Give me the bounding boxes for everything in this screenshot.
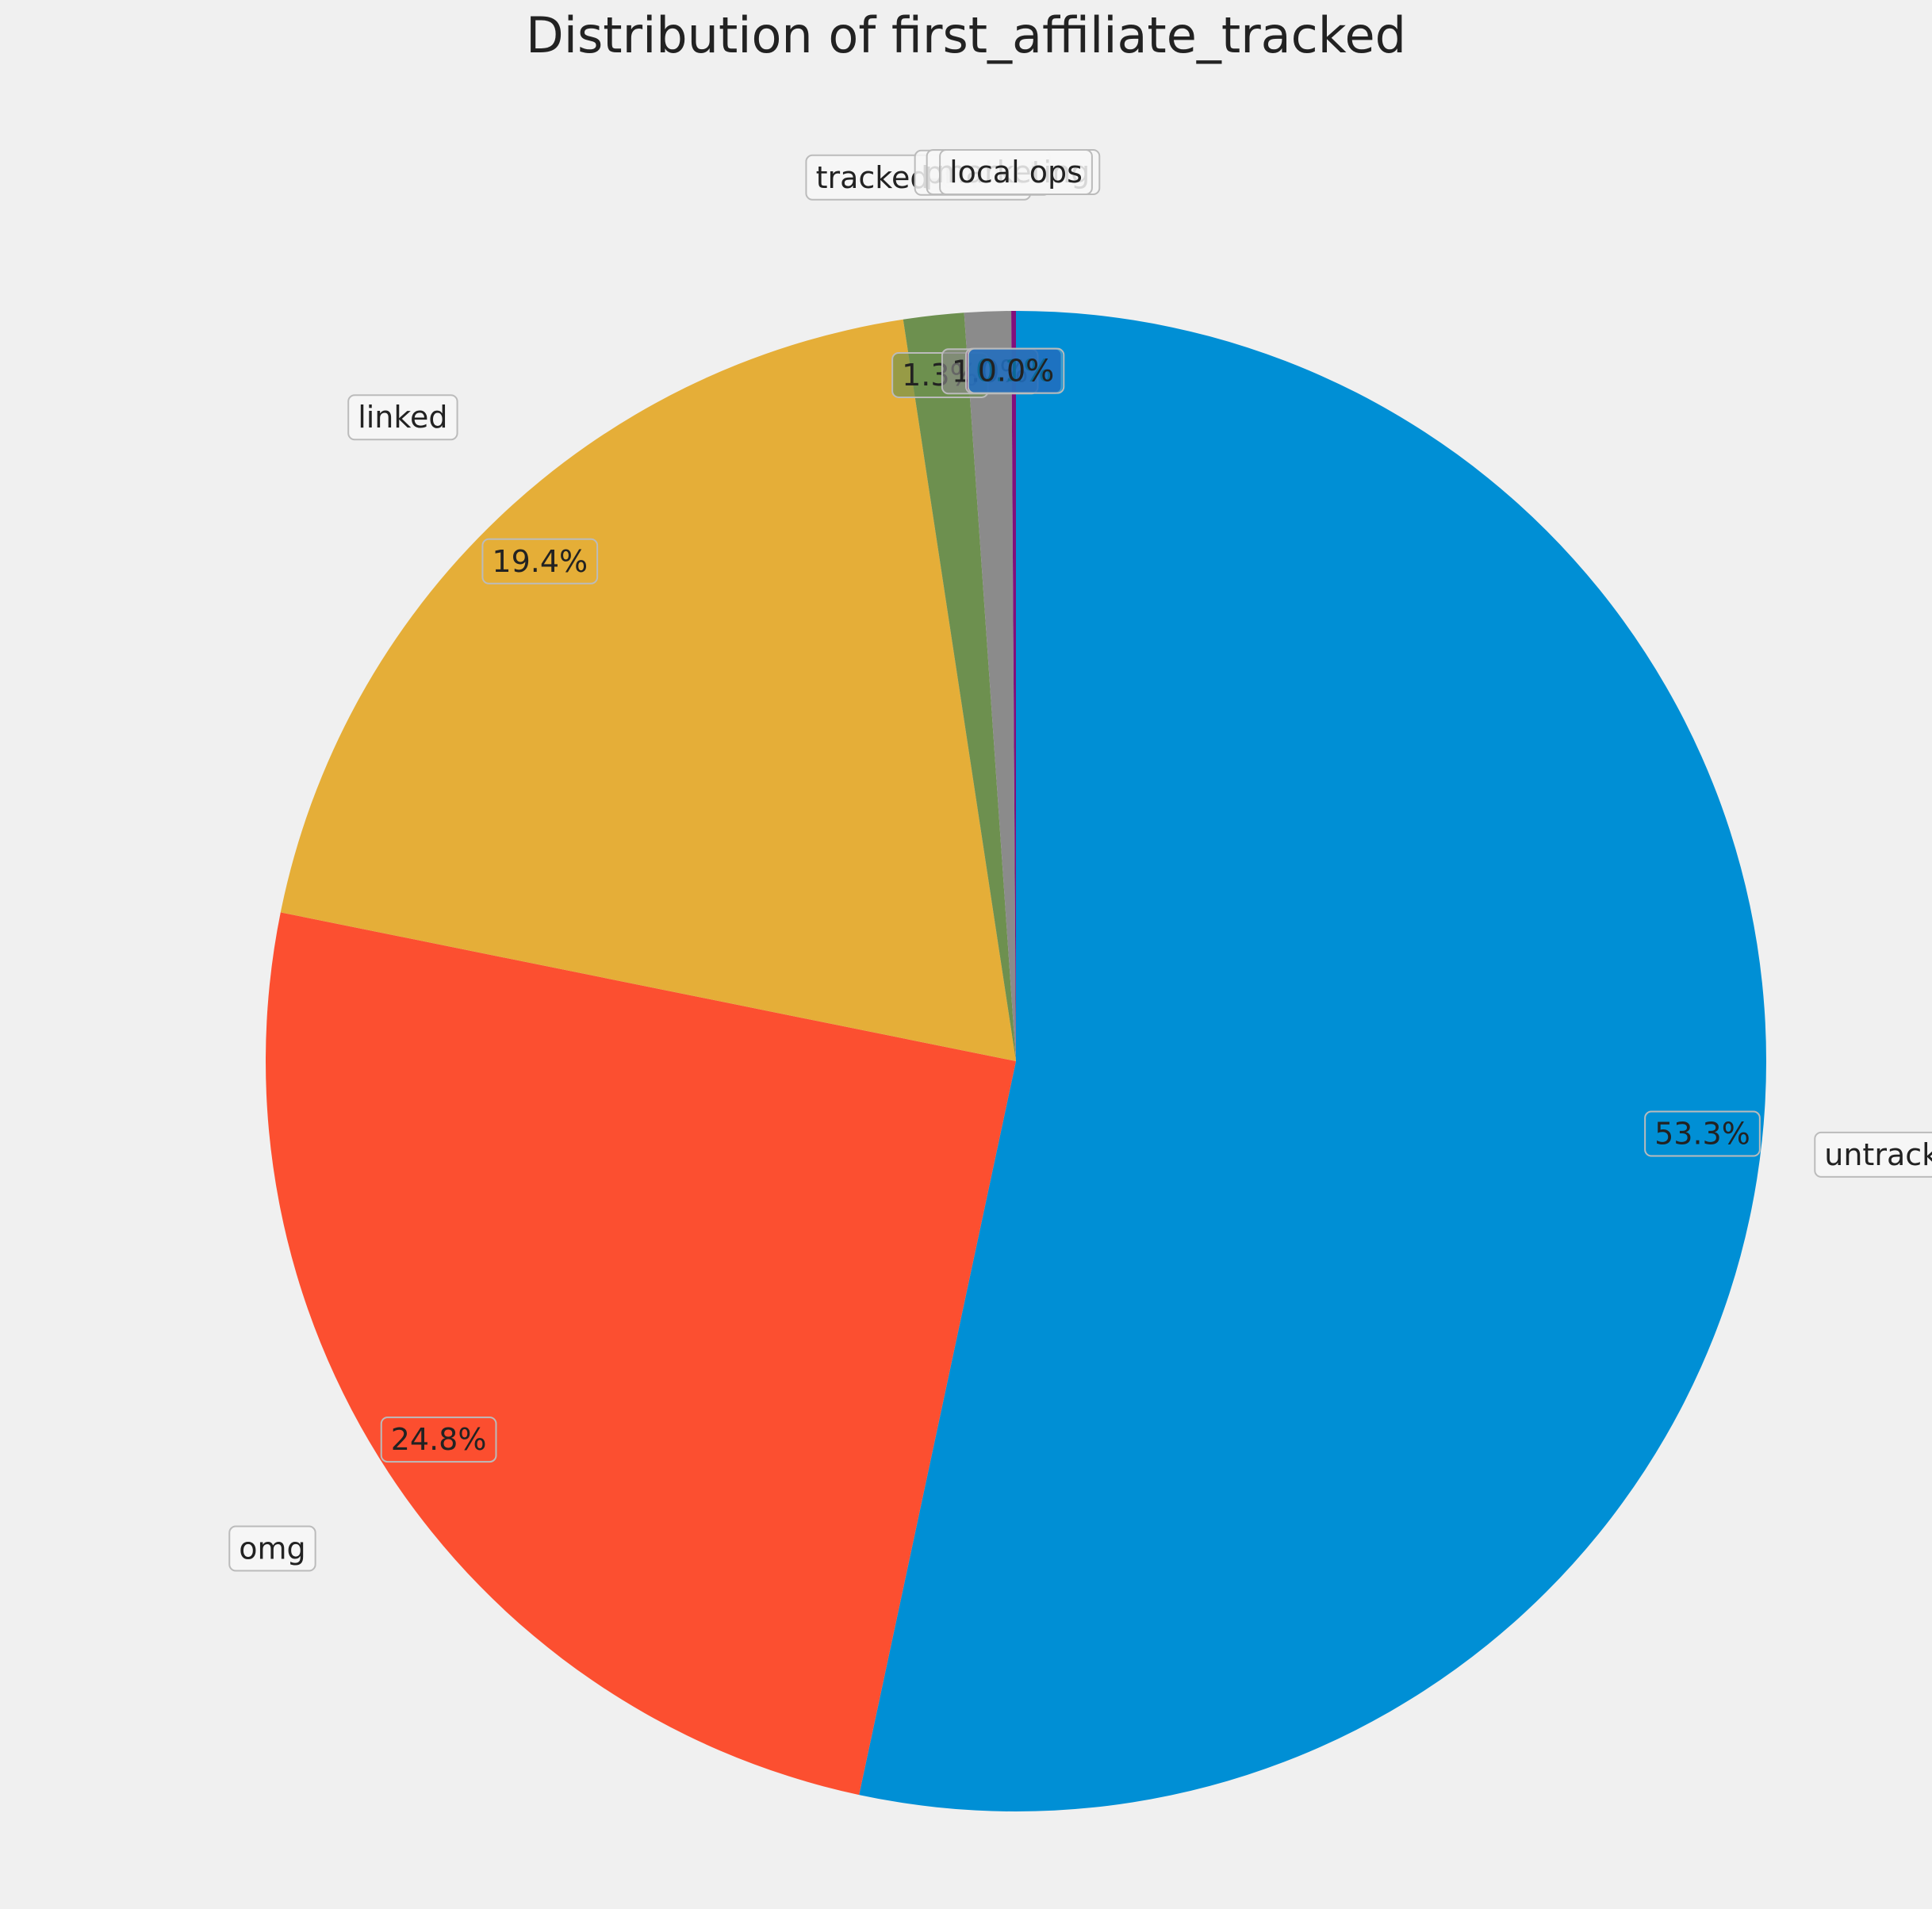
- slice-label-omg-box: [228, 1525, 316, 1572]
- pie-slice-linked: [280, 319, 1016, 1061]
- slice-percent-untracked-group: 53.3%: [1644, 1110, 1761, 1157]
- slice-label-omg-group: omg: [228, 1525, 316, 1572]
- pie-slice-marketing: [1011, 311, 1016, 1061]
- pie-slice-omg: [265, 912, 1016, 1796]
- slice-label-untracked: untracked: [1824, 1137, 1932, 1172]
- slice-label-linked: linked: [358, 400, 447, 435]
- pie-slice-product: [964, 311, 1016, 1062]
- slice-percent-omg: 24.8%: [391, 1422, 487, 1457]
- slice-label-local-ops-box: [939, 148, 1093, 195]
- slice-percent-local-ops-group: 0.0%: [967, 347, 1065, 394]
- chart-title: Distribution of first_affiliate_tracked: [526, 6, 1406, 64]
- slice-label-linked-box: [347, 394, 458, 441]
- slice-percent-local-ops: 0.0%: [978, 354, 1055, 389]
- slice-label-untracked-box: [1814, 1131, 1932, 1178]
- pie-slice-untracked: [859, 311, 1766, 1811]
- slice-label-local-ops-group: local ops: [939, 148, 1093, 195]
- slice-percent-untracked: 53.3%: [1654, 1117, 1750, 1152]
- slice-label-local-ops: local ops: [949, 155, 1083, 190]
- slice-percent-untracked-box: [1644, 1110, 1761, 1157]
- slice-percent-linked: 19.4%: [492, 544, 588, 579]
- slice-label-omg: omg: [239, 1531, 305, 1566]
- slice-percent-omg-box: [380, 1416, 497, 1463]
- slice-label-untracked-group: untracked: [1814, 1131, 1932, 1178]
- slice-percent-linked-group: 19.4%: [481, 538, 599, 585]
- slice-percent-omg-group: 24.8%: [380, 1416, 497, 1463]
- slice-percent-local-ops-box: [967, 347, 1065, 394]
- slice-percent-linked-box: [481, 538, 599, 585]
- slice-label-linked-group: linked: [347, 394, 458, 441]
- pie-slice-tracked-other: [903, 312, 1016, 1062]
